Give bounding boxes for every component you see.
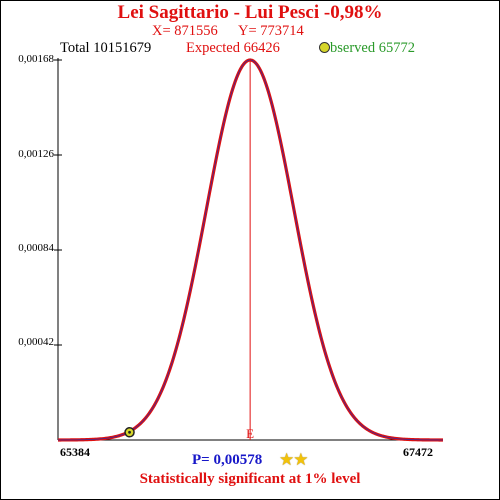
total-label: Total 10151679 [60, 40, 152, 56]
p-value-label: P= 0,00578 [192, 452, 263, 468]
chart-title: Lei Sagittario - Lui Pesci -0,98% [117, 2, 383, 23]
y-tick-label: 0,00042 [18, 336, 54, 348]
expected-marker-label: E [246, 426, 254, 441]
x-value-label: X= 871556 [152, 23, 218, 39]
observed-marker-icon [319, 42, 330, 53]
x-tick-label-min: 65384 [60, 445, 90, 459]
observed-legend: bserved 65772 [319, 40, 415, 57]
y-tick-label: 0,00168 [18, 53, 54, 65]
observed-point-center [128, 430, 131, 434]
y-tick-label: 0,00084 [18, 242, 54, 254]
expected-label: Expected 66426 [186, 40, 280, 56]
observed-label: bserved 65772 [330, 40, 415, 56]
significance-stars-icon: ★★ [279, 450, 309, 470]
x-tick-label-max: 67472 [403, 445, 433, 459]
y-value-label: Y= 773714 [238, 23, 304, 39]
y-tick-label: 0,00126 [18, 148, 54, 160]
significance-verdict: Statistically significant at 1% level [139, 471, 361, 487]
